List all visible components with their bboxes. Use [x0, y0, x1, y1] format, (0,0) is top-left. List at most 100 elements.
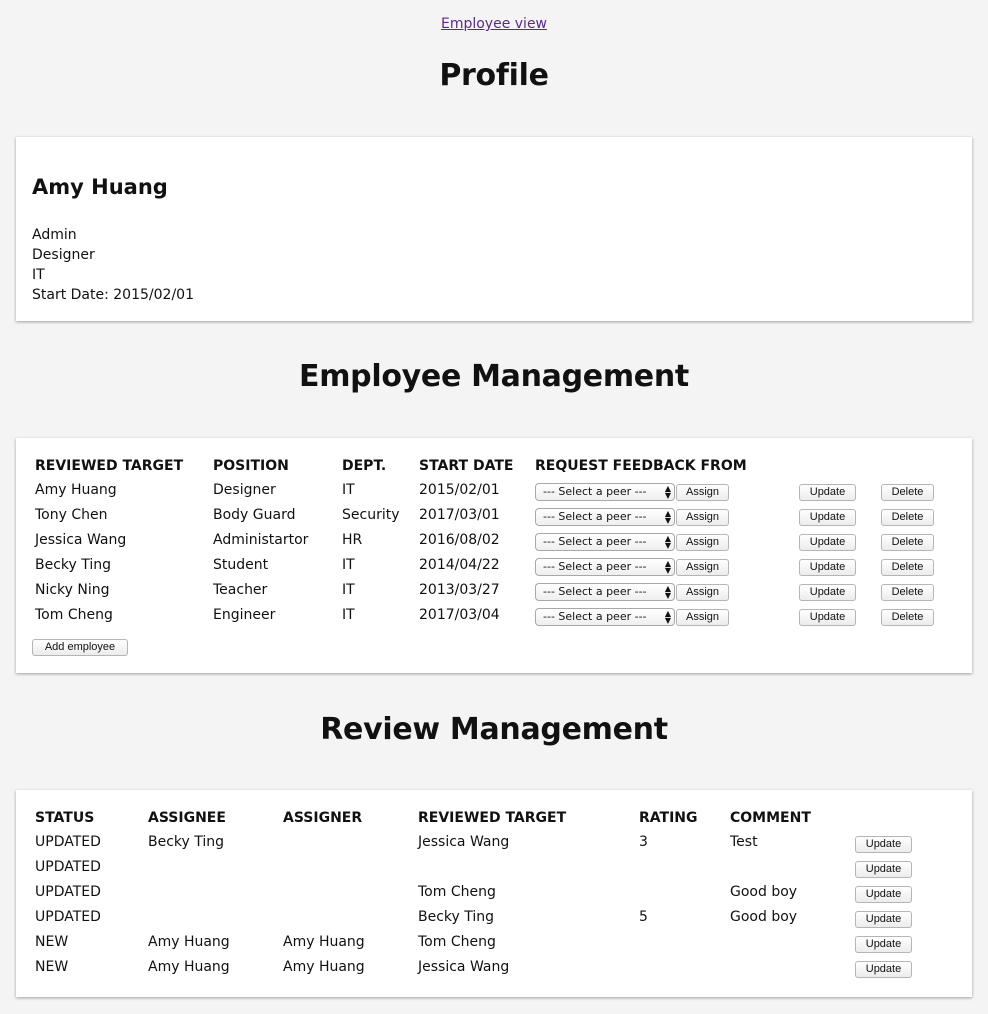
column-header: RATING [639, 810, 698, 826]
peer-select[interactable]: --- Select a peer --- ▲ ▼ [535, 583, 675, 601]
table-row: UPDATED Tom Cheng Good boy Update [16, 884, 972, 909]
employee-start-date: 2015/02/01 [419, 482, 500, 498]
review-assigner: Amy Huang [283, 934, 365, 950]
employee-position: Engineer [213, 607, 276, 623]
review-status: UPDATED [35, 834, 101, 850]
delete-button[interactable]: Delete [881, 534, 934, 551]
update-button[interactable]: Update [855, 836, 912, 853]
review-assigner: Amy Huang [283, 959, 365, 975]
assign-button[interactable]: Assign [676, 559, 729, 576]
employee-name: Jessica Wang [35, 532, 127, 548]
update-button[interactable]: Update [855, 886, 912, 903]
chevron-updown-icon: ▲ ▼ [664, 484, 671, 500]
employee-position: Student [213, 557, 269, 573]
table-row: UPDATED Becky Ting 5 Good boy Update [16, 909, 972, 934]
column-header: ASSIGNER [283, 810, 363, 826]
employee-dept: HR [342, 532, 363, 548]
employee-dept: IT [342, 482, 355, 498]
employee-name: Amy Huang [35, 482, 117, 498]
delete-button[interactable]: Delete [881, 559, 934, 576]
profile-details: Admin Designer IT Start Date: 2015/02/01 [32, 225, 194, 305]
profile-department: IT [32, 267, 45, 283]
profile-position: Designer [32, 247, 95, 263]
chevron-updown-icon: ▲ ▼ [664, 559, 671, 575]
employee-name: Becky Ting [35, 557, 112, 573]
peer-select-value: --- Select a peer --- [543, 485, 647, 498]
column-header: POSITION [213, 458, 289, 474]
employee-management-card: REVIEWED TARGET POSITION DEPT. START DATE RE… [16, 438, 972, 673]
update-button[interactable]: Update [855, 936, 912, 953]
assign-button[interactable]: Assign [676, 534, 729, 551]
table-row: NEW Amy Huang Amy Huang Jessica Wang Update [16, 959, 972, 984]
update-button[interactable]: Update [799, 559, 856, 576]
update-button[interactable]: Update [799, 534, 856, 551]
chevron-updown-icon: ▲ ▼ [664, 584, 671, 600]
profile-role: Admin [32, 227, 77, 243]
review-comment: Test [730, 834, 758, 850]
employee-position: Body Guard [213, 507, 296, 523]
assign-button[interactable]: Assign [676, 584, 729, 601]
profile-start-date: Start Date: 2015/02/01 [32, 287, 194, 303]
peer-select[interactable]: --- Select a peer --- ▲ ▼ [535, 558, 675, 576]
table-row: Nicky Ning Teacher IT 2013/03/27 --- Select … [16, 582, 972, 607]
assign-button[interactable]: Assign [676, 509, 729, 526]
delete-button[interactable]: Delete [881, 484, 934, 501]
review-rating: 5 [639, 909, 648, 925]
update-button[interactable]: Update [855, 911, 912, 928]
update-button[interactable]: Update [799, 509, 856, 526]
table-row: Jessica Wang Administartor HR 2016/08/02 ---… [16, 532, 972, 557]
column-header: COMMENT [730, 810, 811, 826]
employee-start-date: 2014/04/22 [419, 557, 500, 573]
delete-button[interactable]: Delete [881, 584, 934, 601]
assign-button[interactable]: Assign [676, 484, 729, 501]
column-header: STATUS [35, 810, 95, 826]
peer-select-value: --- Select a peer --- [543, 510, 647, 523]
column-header: START DATE [419, 458, 514, 474]
table-row: Becky Ting Student IT 2014/04/22 --- Select … [16, 557, 972, 582]
peer-select-value: --- Select a peer --- [543, 610, 647, 623]
employee-name: Nicky Ning [35, 582, 110, 598]
review-assignee: Amy Huang [148, 959, 230, 975]
employee-view-link[interactable]: Employee view [440, 16, 548, 32]
employee-start-date: 2013/03/27 [419, 582, 500, 598]
update-button[interactable]: Update [799, 609, 856, 626]
peer-select[interactable]: --- Select a peer --- ▲ ▼ [535, 608, 675, 626]
update-button[interactable]: Update [799, 484, 856, 501]
delete-button[interactable]: Delete [881, 609, 934, 626]
peer-select[interactable]: --- Select a peer --- ▲ ▼ [535, 533, 675, 551]
profile-card: Amy Huang Admin Designer IT Start Date: … [16, 137, 972, 321]
review-target: Becky Ting [418, 909, 495, 925]
chevron-updown-icon: ▲ ▼ [664, 534, 671, 550]
employee-management-heading: Employee Management [299, 359, 689, 394]
update-button[interactable]: Update [855, 861, 912, 878]
employee-name: Tom Cheng [35, 607, 113, 623]
review-comment: Good boy [730, 909, 798, 925]
review-comment: Good boy [730, 884, 798, 900]
review-target: Tom Cheng [418, 884, 496, 900]
column-header: ASSIGNEE [148, 810, 226, 826]
review-status: UPDATED [35, 859, 101, 875]
profile-heading: Profile [439, 58, 549, 93]
add-employee-button[interactable]: Add employee [32, 639, 128, 656]
review-target: Jessica Wang [418, 959, 510, 975]
table-row: Amy Huang Designer IT 2015/02/01 --- Select … [16, 482, 972, 507]
employee-start-date: 2017/03/04 [419, 607, 500, 623]
review-status: NEW [35, 959, 69, 975]
table-row: NEW Amy Huang Amy Huang Tom Cheng Update [16, 934, 972, 959]
update-button[interactable]: Update [855, 961, 912, 978]
delete-button[interactable]: Delete [881, 509, 934, 526]
chevron-updown-icon: ▲ ▼ [664, 509, 671, 525]
update-button[interactable]: Update [799, 584, 856, 601]
peer-select-value: --- Select a peer --- [543, 560, 647, 573]
peer-select[interactable]: --- Select a peer --- ▲ ▼ [535, 483, 675, 501]
column-header: REVIEWED TARGET [418, 810, 567, 826]
employee-dept: IT [342, 557, 355, 573]
chevron-updown-icon: ▲ ▼ [664, 609, 671, 625]
assign-button[interactable]: Assign [676, 609, 729, 626]
profile-name: Amy Huang [32, 175, 168, 199]
employee-dept: Security [342, 507, 400, 523]
employee-start-date: 2016/08/02 [419, 532, 500, 548]
peer-select[interactable]: --- Select a peer --- ▲ ▼ [535, 508, 675, 526]
employee-position: Designer [213, 482, 276, 498]
review-management-card: STATUS ASSIGNEE ASSIGNER REVIEWED TARGET RAT… [16, 790, 972, 997]
